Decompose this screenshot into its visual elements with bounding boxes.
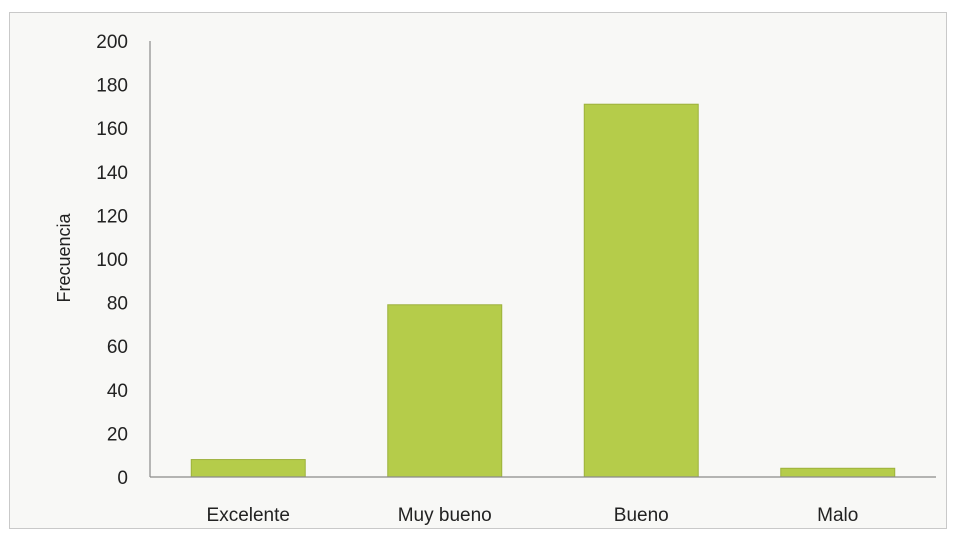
y-tick-label: 40 — [107, 381, 128, 402]
y-axis-title: Frecuencia — [54, 212, 74, 302]
x-category-label: Malo — [817, 505, 858, 526]
bar-muy-bueno — [387, 304, 503, 478]
bar-excelente — [190, 459, 306, 478]
bar-malo — [780, 467, 896, 478]
x-category-label: Bueno — [614, 505, 669, 526]
y-tick-label: 20 — [107, 424, 128, 445]
y-tick-label: 100 — [96, 250, 128, 271]
bar-bueno — [583, 103, 699, 478]
x-category-label: Excelente — [207, 505, 290, 526]
y-tick-label: 80 — [107, 294, 128, 315]
y-tick-label: 180 — [96, 76, 128, 97]
y-tick-label: 120 — [96, 206, 128, 227]
y-tick-label: 160 — [96, 119, 128, 140]
y-tick-label: 0 — [117, 468, 128, 489]
x-category-label: Muy bueno — [398, 505, 492, 526]
y-tick-label: 140 — [96, 163, 128, 184]
y-tick-label: 200 — [96, 32, 128, 53]
y-tick-label: 60 — [107, 337, 128, 358]
